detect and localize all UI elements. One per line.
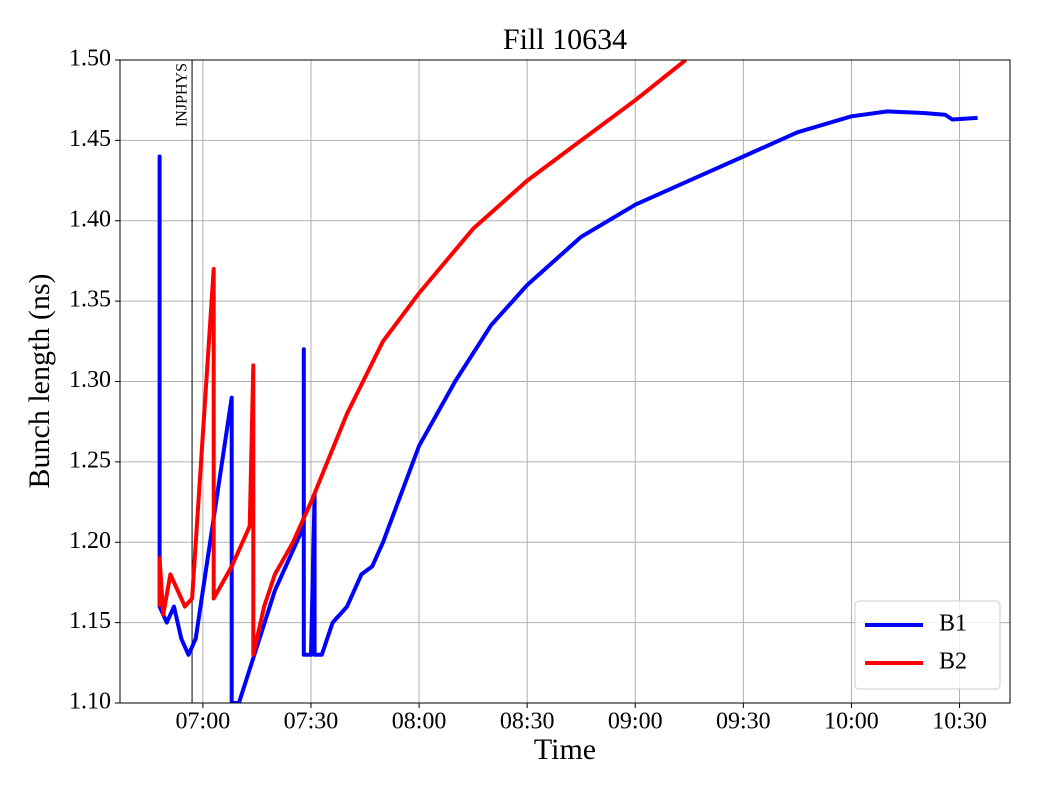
y-tick-label: 1.20 [69,528,111,554]
y-tick-label: 1.25 [69,447,111,473]
legend-box [854,600,1001,690]
x-tick-label: 07:00 [176,709,231,735]
x-tick-label: 09:00 [608,709,663,735]
x-tick-label: 07:30 [284,709,339,735]
annotation-text: INJPHYS [174,63,191,127]
y-tick-label: 1.10 [69,689,111,715]
x-tick-label: 10:30 [932,709,987,735]
y-tick-label: 1.45 [69,126,111,152]
y-tick-label: 1.50 [69,46,111,72]
legend-label: B2 [939,649,967,675]
legend-label: B1 [939,611,967,637]
x-tick-label: 10:00 [824,709,879,735]
x-tick-label: 08:00 [392,709,447,735]
y-axis-label: Bunch length (ns) [23,274,56,489]
chart-title: Fill 10634 [503,23,627,56]
y-tick-label: 1.40 [69,206,111,232]
y-tick-label: 1.30 [69,367,111,393]
x-tick-label: 09:30 [716,709,771,735]
plot-frame [119,59,1011,704]
series-line [157,109,978,703]
x-axis-label: Time [534,733,596,766]
plot-lines [157,60,978,703]
y-tick-label: 1.15 [69,608,111,634]
x-tick-label: 08:30 [500,709,555,735]
y-tick-label: 1.35 [69,287,111,313]
series-line [157,60,687,657]
